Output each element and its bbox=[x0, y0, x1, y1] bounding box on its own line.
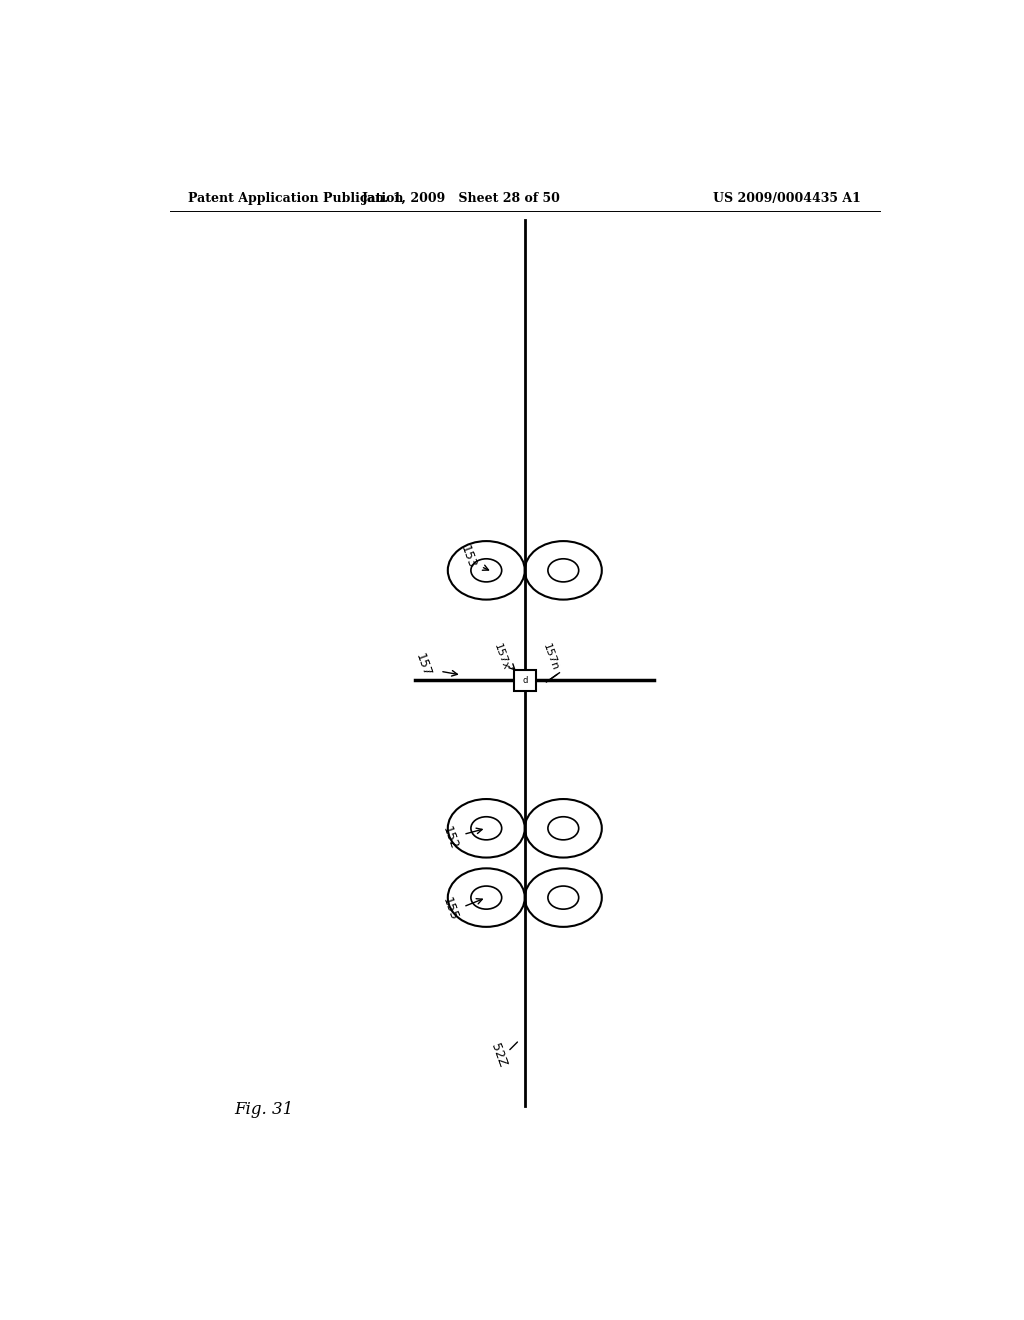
Text: 153: 153 bbox=[458, 544, 478, 570]
Text: Jan. 1, 2009   Sheet 28 of 50: Jan. 1, 2009 Sheet 28 of 50 bbox=[362, 191, 561, 205]
Text: 157n: 157n bbox=[541, 643, 560, 672]
Text: 157: 157 bbox=[413, 652, 433, 678]
Text: d: d bbox=[522, 676, 527, 685]
Text: 155: 155 bbox=[440, 896, 461, 923]
Text: 52Z: 52Z bbox=[488, 1041, 509, 1069]
Text: US 2009/0004435 A1: US 2009/0004435 A1 bbox=[714, 191, 861, 205]
Text: Fig. 31: Fig. 31 bbox=[234, 1101, 294, 1118]
Text: Patent Application Publication: Patent Application Publication bbox=[188, 191, 403, 205]
Bar bbox=[514, 669, 536, 692]
Text: 152: 152 bbox=[440, 824, 460, 851]
Text: 157x: 157x bbox=[493, 643, 511, 672]
